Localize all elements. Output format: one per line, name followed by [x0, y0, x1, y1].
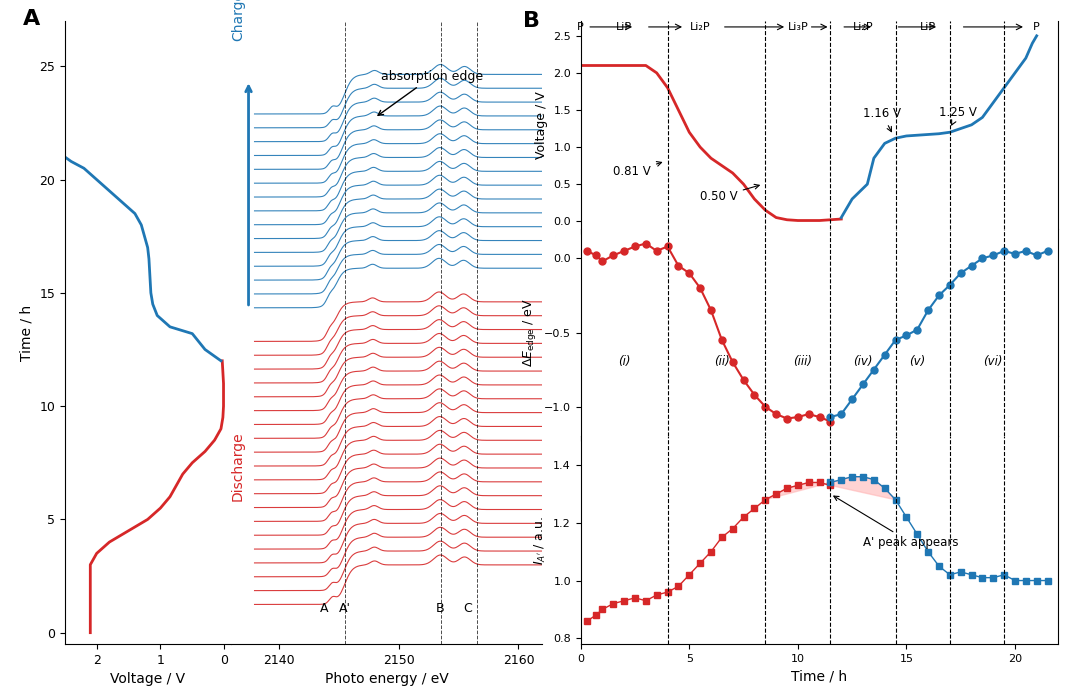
Text: C: C: [463, 603, 472, 615]
Text: A' peak appears: A' peak appears: [834, 496, 958, 549]
Text: A: A: [24, 8, 41, 29]
Text: (i): (i): [618, 355, 631, 368]
Y-axis label: $\Delta E_{\mathrm{edge}}$ / eV: $\Delta E_{\mathrm{edge}}$ / eV: [522, 298, 539, 367]
Text: Discharge: Discharge: [231, 431, 245, 500]
X-axis label: Time / h: Time / h: [792, 669, 848, 683]
Text: B: B: [436, 603, 445, 615]
Text: A: A: [320, 603, 328, 615]
Text: Li₃P: Li₃P: [787, 22, 808, 32]
Text: LiP: LiP: [920, 22, 936, 32]
Y-axis label: Voltage / V: Voltage / V: [535, 91, 548, 159]
Text: 0.50 V: 0.50 V: [700, 184, 759, 204]
Text: P: P: [578, 22, 584, 32]
Text: B: B: [524, 10, 540, 31]
Text: P: P: [1034, 22, 1040, 32]
Text: (iv): (iv): [853, 355, 873, 368]
Text: Charge: Charge: [231, 0, 245, 41]
Y-axis label: Time / h: Time / h: [19, 304, 33, 360]
Text: (vi): (vi): [984, 355, 1003, 368]
Polygon shape: [766, 477, 895, 500]
Text: Li₂P: Li₂P: [690, 22, 711, 32]
Text: Li₂P: Li₂P: [853, 22, 874, 32]
Text: 0.81 V: 0.81 V: [613, 162, 662, 178]
Text: A': A': [338, 603, 351, 615]
Text: 1.16 V: 1.16 V: [863, 107, 901, 132]
Text: (v): (v): [909, 355, 926, 368]
X-axis label: Voltage / V: Voltage / V: [110, 672, 186, 686]
Text: 1.25 V: 1.25 V: [939, 106, 976, 125]
Text: absorption edge: absorption edge: [378, 70, 483, 116]
X-axis label: Photo energy / eV: Photo energy / eV: [325, 672, 448, 686]
Text: (ii): (ii): [714, 355, 730, 368]
Text: (iii): (iii): [793, 355, 812, 368]
Y-axis label: $I_{A'}$ / a.u.: $I_{A'}$ / a.u.: [532, 516, 548, 565]
Text: LiP: LiP: [616, 22, 632, 32]
